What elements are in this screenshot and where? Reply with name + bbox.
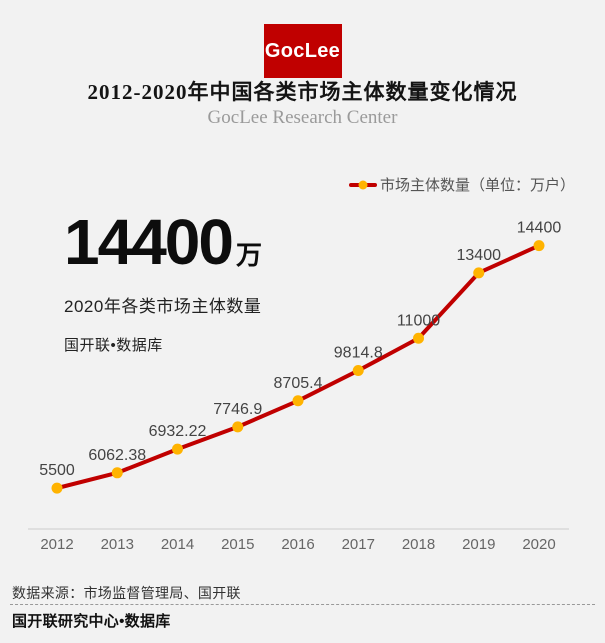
- brand-logo-text: GocLee: [264, 39, 341, 62]
- data-label-2020: 14400: [517, 220, 562, 237]
- stat-source: 国开联•数据库: [64, 337, 163, 354]
- data-point-2019: [473, 267, 485, 279]
- page-subtitle: GocLee Research Center: [207, 107, 398, 128]
- data-point-2017: [352, 365, 364, 377]
- brand-logo: GocLee: [263, 24, 342, 78]
- footer-brand: 国开联研究中心•数据库: [12, 613, 171, 630]
- x-tick-2016: 2016: [281, 536, 314, 553]
- data-point-2014: [172, 443, 183, 455]
- stat-value: 14400: [64, 206, 234, 278]
- data-label-2014: 6932.22: [149, 423, 207, 440]
- data-point-2016: [292, 395, 304, 407]
- data-point-2013: [111, 467, 123, 479]
- data-label-2019: 13400: [457, 247, 502, 264]
- legend-dot-icon: [358, 180, 368, 189]
- x-tick-2020: 2020: [522, 536, 555, 553]
- x-tick-2015: 2015: [221, 536, 254, 553]
- x-tick-2017: 2017: [342, 536, 375, 553]
- data-point-2015: [232, 421, 244, 433]
- stat-caption: 2020年各类市场主体数量: [64, 297, 262, 316]
- chart-legend: 市场主体数量（单位：万户）: [348, 174, 575, 195]
- page-title: 2012-2020年中国各类市场主体数量变化情况: [87, 80, 518, 104]
- x-tick-2019: 2019: [462, 536, 495, 553]
- data-label-2017: 9814.8: [334, 345, 383, 362]
- x-tick-2012: 2012: [40, 536, 73, 553]
- data-label-2012: 5500: [39, 462, 75, 479]
- data-label-2015: 7746.9: [213, 401, 262, 418]
- line-chart: 5500 2012 6062.38 2013 6932.22 2014 7746.9 2015…: [28, 220, 569, 553]
- data-label-2016: 8705.4: [274, 375, 323, 392]
- x-tick-2018: 2018: [402, 536, 435, 553]
- data-point-2018: [413, 332, 424, 344]
- legend-label: 市场主体数量（单位：万户）: [379, 177, 575, 194]
- data-point-2020: [533, 240, 545, 252]
- data-label-2018: 11000: [397, 312, 440, 329]
- stat-unit: 万: [235, 240, 262, 270]
- data-label-2013: 6062.38: [88, 447, 146, 464]
- legend-line-icon: [348, 180, 377, 189]
- x-tick-2014: 2014: [161, 536, 194, 553]
- stat-number: 14400 万: [64, 210, 262, 274]
- highlight-stat: 14400 万 2020年各类市场主体数量 国开联•数据库: [64, 210, 262, 355]
- data-source: 数据来源：市场监督管理局、国开联: [12, 585, 241, 601]
- x-tick-2013: 2013: [101, 536, 134, 553]
- data-point-2012: [51, 482, 63, 494]
- footer-divider: [10, 604, 595, 605]
